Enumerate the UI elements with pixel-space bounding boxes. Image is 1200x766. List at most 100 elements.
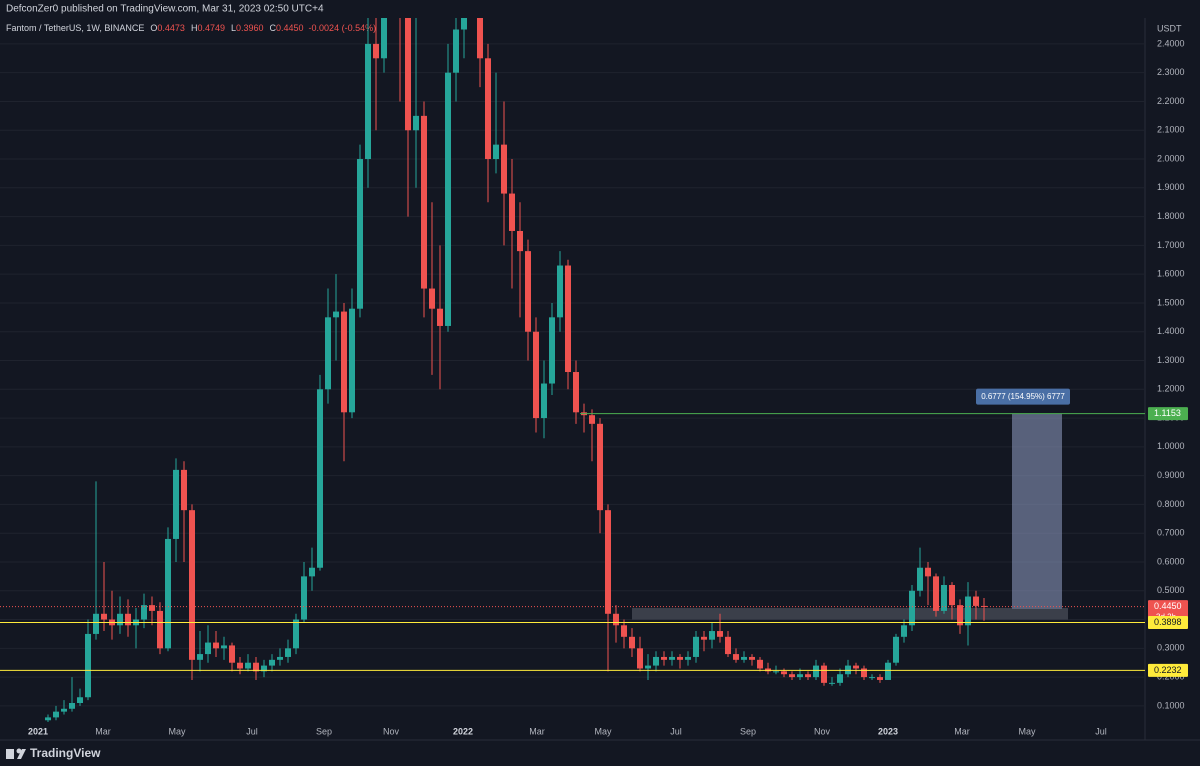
candle-body [509,193,515,231]
x-tick-label: Mar [529,726,545,736]
candle-body [605,510,611,614]
candle-body [789,674,795,678]
candle-body [829,682,835,684]
candle-body [533,331,539,419]
candle-body [901,625,907,637]
y-tick-label: 1.0000 [1157,441,1185,451]
y-tick-label: 1.5000 [1157,297,1185,307]
candle-body [749,656,755,660]
y-tick-label: 1.6000 [1157,269,1185,279]
x-tick-label: Nov [383,726,400,736]
candle-body [821,665,827,683]
candle-body [61,708,67,712]
level-label: 0.2232 [1154,665,1182,675]
candle-body [245,662,251,669]
y-tick-label: 0.3000 [1157,643,1185,653]
candle-body [77,697,83,704]
candle-body [709,631,715,640]
candle-body [117,613,123,626]
candle-body [149,605,155,611]
candle-body [885,662,891,680]
x-tick-label: Jul [1095,726,1107,736]
candle-body [589,415,595,424]
candle-body [341,311,347,413]
candle-body [677,656,683,660]
plot-area: 0.6777 (154.95%) 6777 [45,18,1070,722]
legend-change: -0.0024 (-0.54%) [309,23,377,33]
x-tick-label: Mar [954,726,970,736]
y-tick-label: 1.4000 [1157,326,1185,336]
candle-body [845,665,851,675]
x-tick-label: Jul [670,726,682,736]
candle-body [69,703,75,709]
candle-body [205,642,211,655]
y-tick-label: 1.3000 [1157,355,1185,365]
candle-body [93,613,99,634]
candle-body [421,115,427,289]
candle-body [645,665,651,669]
candle-body [365,43,371,160]
y-tick-label: 1.7000 [1157,240,1185,250]
y-tick-label: 2.3000 [1157,67,1185,77]
candle-body [373,43,379,59]
candle-body [757,659,763,669]
candle-body [525,251,531,332]
candle-body [693,636,699,657]
legend-key: H [191,23,198,33]
candle-body [877,677,883,680]
candle-body [333,311,339,318]
x-tick-label: 2023 [878,726,898,736]
candle-body [453,29,459,73]
brand-logo [6,748,26,759]
candle-body [925,567,931,577]
candle-body [429,288,435,309]
candle-body [285,648,291,657]
y-tick-label: 0.9000 [1157,470,1185,480]
x-tick-label: Nov [814,726,831,736]
candle-body [45,717,51,721]
candle-body [773,671,779,673]
candle-body [541,383,547,419]
published-note: DefconZer0 published on TradingView.com,… [6,4,324,15]
candle-body [461,18,467,30]
candle-body [437,308,443,326]
candle-body [557,265,563,318]
candle-body [741,656,747,660]
candle-body [725,636,731,655]
brand-name: TradingView [30,746,101,760]
candle-body [629,636,635,649]
candle-body [173,469,179,539]
candle-body [661,656,667,660]
candle-body [597,423,603,511]
candle-body [965,596,971,626]
candle-body [213,642,219,649]
x-tick-label: May [1018,726,1036,736]
candle-body [765,668,771,672]
level-label: 0.3898 [1154,617,1182,627]
currency-label: USDT [1157,23,1182,33]
level-label-box [1148,407,1188,421]
candle-body [229,645,235,663]
candle-body [701,636,707,640]
y-tick-label: 2.4000 [1157,38,1185,48]
candle-body [797,674,803,678]
level-label-box [1148,663,1188,677]
y-tick-label: 0.1000 [1157,700,1185,710]
y-tick-label: 0.7000 [1157,528,1185,538]
candle-body [781,671,787,675]
x-tick-label: May [594,726,612,736]
candle-body [141,605,147,620]
y-tick-label: 1.2000 [1157,384,1185,394]
candle-body [261,665,267,672]
candle-body [405,18,411,131]
candle-body [861,668,867,678]
candle-body [917,567,923,591]
candle-body [237,662,243,669]
candle-body [493,144,499,160]
candle-body [101,613,107,620]
x-tick-label: 2022 [453,726,473,736]
candle-body [157,610,163,649]
measure-box [1012,413,1062,609]
legend: Fantom / TetherUS, 1W, BINANCE O0.4473 H0.… [6,23,376,33]
